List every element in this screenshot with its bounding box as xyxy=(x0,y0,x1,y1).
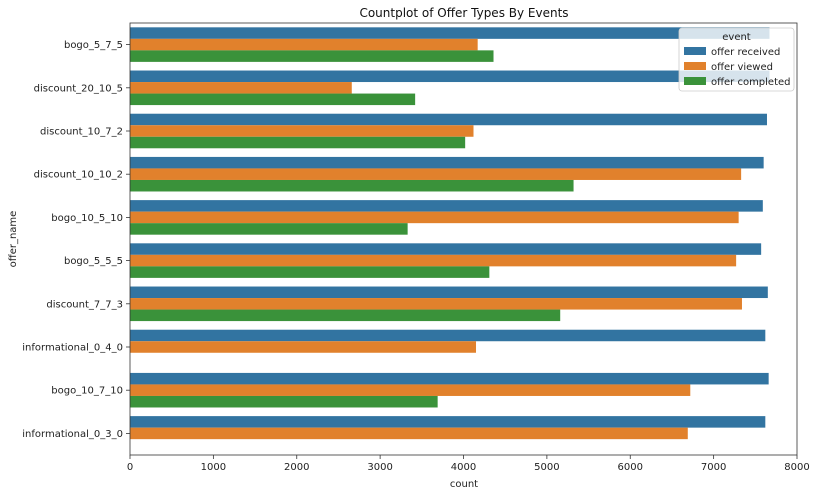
bar-offer-completed-discount_7_7_3 xyxy=(130,309,561,322)
x-axis-label: count xyxy=(450,479,478,490)
y-tick-label: bogo_5_5_5 xyxy=(64,256,123,267)
x-tick-label: 7000 xyxy=(701,462,726,473)
x-tick-label: 2000 xyxy=(284,462,309,473)
y-tick-label: bogo_5_7_5 xyxy=(64,40,123,51)
x-tick-label: 8000 xyxy=(784,462,809,473)
bar-offer-received-discount_7_7_3 xyxy=(130,286,768,299)
x-tick-label: 1000 xyxy=(201,462,226,473)
chart-title: Countplot of Offer Types By Events xyxy=(359,6,568,20)
bar-offer-viewed-bogo_5_5_5 xyxy=(130,254,737,267)
bar-offer-completed-bogo_10_5_10 xyxy=(130,223,408,235)
legend-title: event xyxy=(722,32,751,43)
y-tick-label: informational_0_3_0 xyxy=(22,429,123,440)
y-tick-label: discount_20_10_5 xyxy=(34,83,123,94)
bar-offer-viewed-bogo_5_7_5 xyxy=(130,38,478,51)
bars-layer xyxy=(130,27,770,440)
bar-offer-completed-discount_10_10_2 xyxy=(130,179,574,192)
bar-offer-received-bogo_10_7_10 xyxy=(130,372,769,385)
bar-offer-received-discount_20_10_5 xyxy=(130,70,770,83)
y-tick-label: discount_7_7_3 xyxy=(46,299,123,310)
y-axis-ticks: bogo_5_7_5 discount_20_10_5 discount_10_7_… xyxy=(22,40,130,440)
legend-swatch-offer-viewed xyxy=(684,62,706,70)
bar-offer-received-informational_0_3_0 xyxy=(130,416,766,428)
y-tick-label: bogo_10_5_10 xyxy=(51,213,123,224)
bar-offer-completed-bogo_5_5_5 xyxy=(130,266,490,278)
bar-offer-viewed-bogo_10_5_10 xyxy=(130,211,739,224)
y-tick-label: discount_10_10_2 xyxy=(34,170,123,181)
x-tick-label: 6000 xyxy=(618,462,643,473)
bar-offer-viewed-discount_10_7_2 xyxy=(130,125,474,137)
bar-offer-received-discount_10_10_2 xyxy=(130,156,764,169)
legend-label-offer-received: offer received xyxy=(711,47,780,58)
bar-offer-received-bogo_5_7_5 xyxy=(130,27,770,39)
bar-offer-received-bogo_5_5_5 xyxy=(130,243,762,255)
bar-offer-viewed-informational_0_3_0 xyxy=(130,427,688,440)
x-axis-ticks: 0 1000 2000 3000 4000 5000 6000 7000 8000 xyxy=(127,455,810,473)
bar-offer-completed-bogo_10_7_10 xyxy=(130,395,438,408)
bar-offer-viewed-discount_20_10_5 xyxy=(130,82,352,94)
legend-swatch-offer-received xyxy=(684,47,706,55)
y-tick-label: bogo_10_7_10 xyxy=(51,386,123,397)
bar-offer-received-informational_0_4_0 xyxy=(130,329,766,342)
bar-offer-viewed-bogo_10_7_10 xyxy=(130,384,691,396)
bar-offer-viewed-discount_7_7_3 xyxy=(130,298,742,310)
y-tick-label: discount_10_7_2 xyxy=(40,127,123,138)
legend-box xyxy=(678,27,795,92)
legend-swatch-offer-completed xyxy=(684,77,706,85)
bar-offer-received-discount_10_7_2 xyxy=(130,113,767,126)
legend-label-offer-viewed: offer viewed xyxy=(711,62,773,73)
x-tick-label: 3000 xyxy=(367,462,392,473)
y-tick-label: informational_0_4_0 xyxy=(22,343,123,354)
legend-label-offer-completed: offer completed xyxy=(711,77,791,88)
legend: event offer received offer viewed offer com… xyxy=(678,27,795,92)
bar-offer-received-bogo_10_5_10 xyxy=(130,200,763,212)
bar-offer-completed-discount_20_10_5 xyxy=(130,93,416,106)
bar-offer-completed-bogo_5_7_5 xyxy=(130,50,494,62)
x-tick-label: 0 xyxy=(127,462,133,473)
y-axis-label: offer_name xyxy=(8,211,19,268)
x-tick-label: 5000 xyxy=(534,462,559,473)
bar-offer-completed-discount_10_7_2 xyxy=(130,136,466,149)
bar-offer-viewed-informational_0_4_0 xyxy=(130,341,477,353)
bar-offer-viewed-discount_10_10_2 xyxy=(130,168,742,180)
x-tick-label: 4000 xyxy=(451,462,476,473)
